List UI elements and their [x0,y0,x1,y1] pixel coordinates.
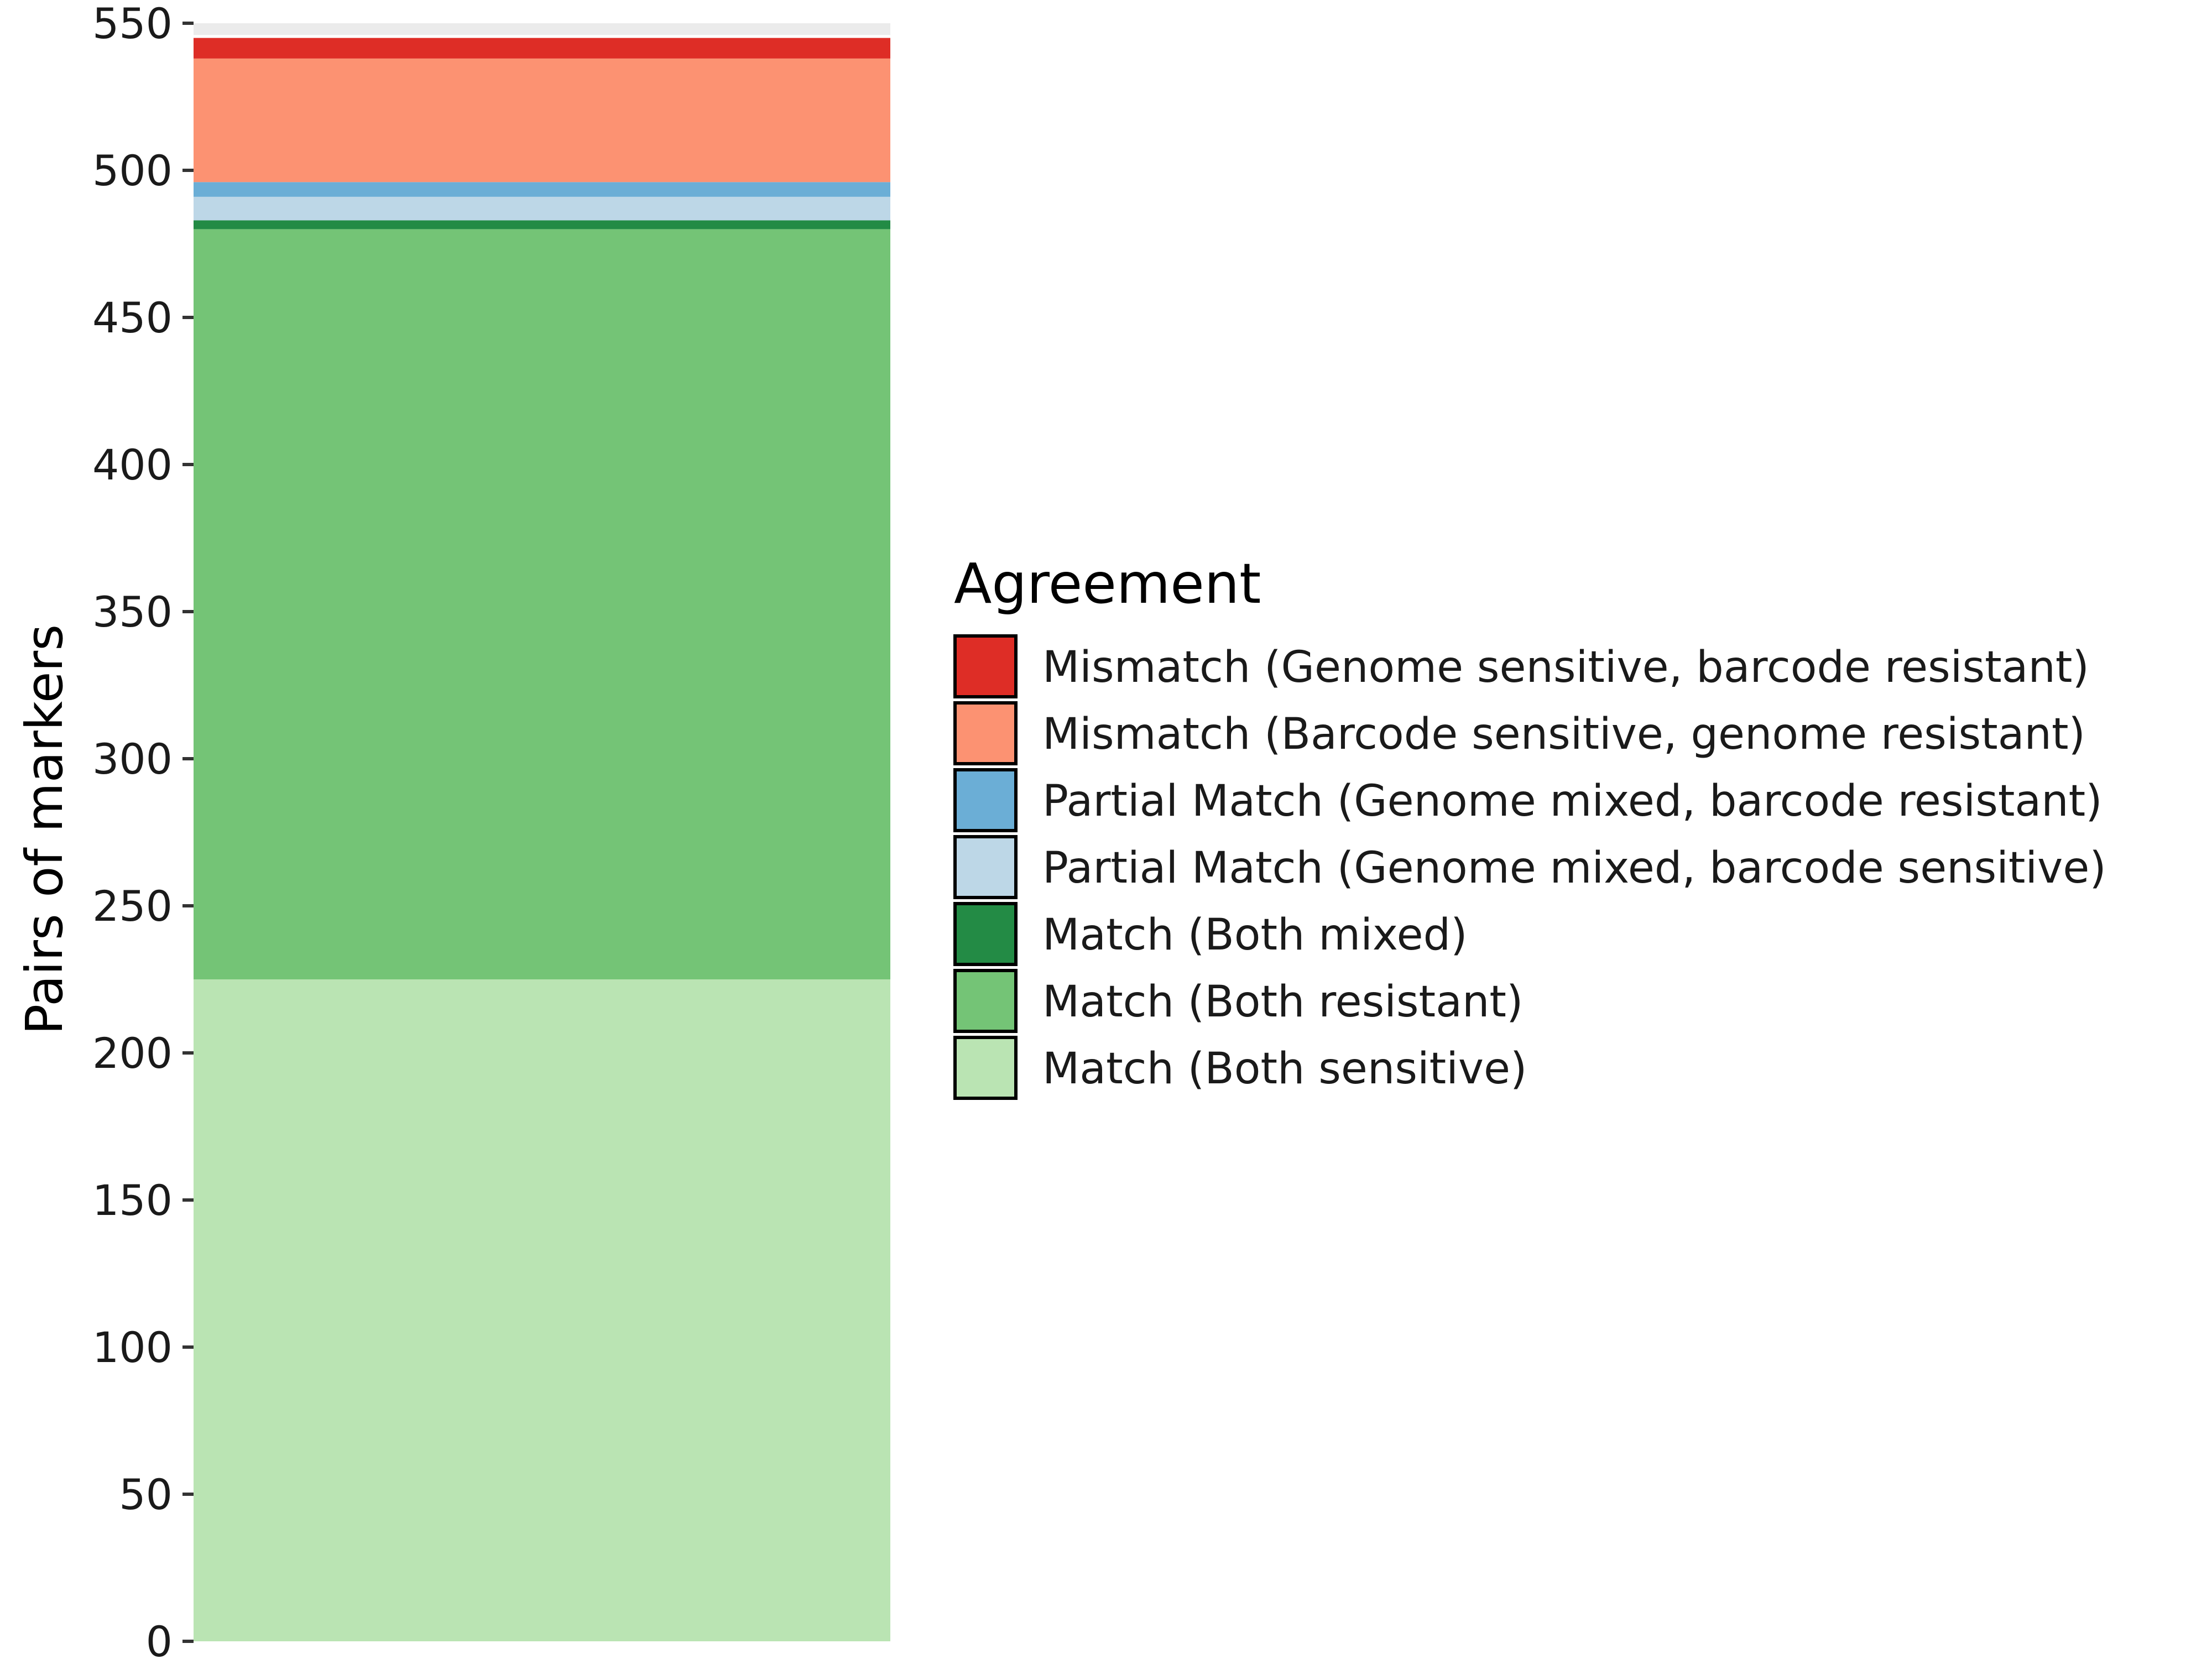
legend-label-4: Partial Match (Genome mixed, barcode sen… [1042,843,2106,893]
legend-title: Agreement [954,551,1261,616]
bar-segment-3 [194,220,890,229]
legend-key-6 [953,969,1018,1033]
legend-label-6: Match (Both resistant) [1042,977,1523,1027]
y-tick-label: 500 [92,146,173,195]
y-tick-label: 200 [92,1029,173,1078]
y-tick-label: 100 [92,1323,173,1372]
legend-label-3: Partial Match (Genome mixed, barcode res… [1042,776,2103,826]
y-tick-label: 150 [92,1176,173,1225]
y-tick-label: 250 [92,881,173,931]
bar-stack [194,23,890,1641]
y-tick-label: 450 [92,293,173,342]
legend-key-5 [953,902,1018,966]
legend-label-5: Match (Both mixed) [1042,910,1468,960]
y-axis-title: Pairs of markers [15,624,74,1035]
y-tick-label: 400 [92,440,173,489]
legend-label-2: Mismatch (Barcode sensitive, genome resi… [1042,709,2085,759]
bar-segment-1 [194,979,890,1641]
y-tick-label: 0 [146,1617,173,1659]
bar-segment-4 [194,196,890,221]
bar-segment-2 [194,229,890,979]
legend: Agreement Mismatch (Genome sensitive, ba… [953,551,2106,1100]
y-tick-label: 300 [92,734,173,784]
legend-key-7 [953,1036,1018,1100]
legend-label-1: Mismatch (Genome sensitive, barcode resi… [1042,643,2089,692]
y-tick-label: 350 [92,587,173,637]
legend-key-2 [953,701,1018,765]
bar-segment-5 [194,182,890,197]
legend-key-1 [953,634,1018,698]
y-tick-label: 550 [92,0,173,48]
y-tick-label: 50 [119,1470,173,1519]
bar-segment-7 [194,38,890,59]
bar-background-strip [194,23,890,35]
y-axis: 0 50 100 150 200 250 300 350 400 450 500 550 [92,0,194,1659]
legend-label-7: Match (Both sensitive) [1042,1044,1527,1094]
legend-key-3 [953,768,1018,832]
legend-key-4 [953,835,1018,899]
bar-segment-6 [194,58,890,182]
